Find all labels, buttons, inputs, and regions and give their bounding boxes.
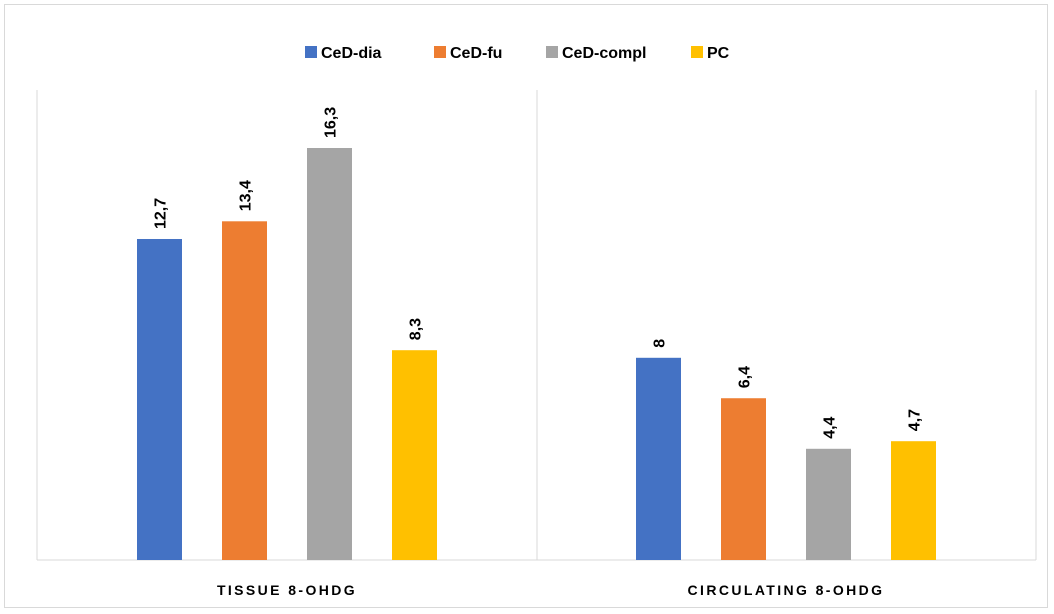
category-label-circulating-8-ohdg: CIRCULATING 8-OHDG (688, 582, 885, 598)
legend-label-ced-dia: CeD-dia (321, 45, 382, 62)
data-labels: 12,7 13,4 16,3 8,3 8 6,4 4,4 4,7 (153, 107, 924, 439)
bar-pc-circulating-8-ohdg (891, 441, 936, 560)
data-label-ced-fu-circulating-8-ohdg: 6,4 (737, 366, 754, 388)
bar-ced-compl-tissue-8-ohdg (307, 148, 352, 560)
category-label-tissue-8-ohdg: TISSUE 8-OHDG (217, 582, 357, 598)
data-label-pc-circulating-8-ohdg: 4,7 (907, 409, 924, 431)
bar-ced-dia-circulating-8-ohdg (636, 357, 681, 560)
bar-pc-tissue-8-ohdg (392, 350, 437, 560)
bar-ced-compl-circulating-8-ohdg (806, 448, 851, 560)
data-label-ced-dia-tissue-8-ohdg: 12,7 (153, 198, 170, 229)
legend-swatch-pc (691, 46, 703, 58)
legend: CeD-dia CeD-fu CeD-compl PC (305, 45, 730, 62)
data-label-pc-tissue-8-ohdg: 8,3 (408, 318, 425, 340)
legend-label-pc: PC (707, 45, 730, 62)
data-label-ced-compl-circulating-8-ohdg: 4,4 (822, 416, 839, 438)
axes (36, 90, 1037, 561)
legend-swatch-ced-dia (305, 46, 317, 58)
legend-swatch-ced-compl (546, 46, 558, 58)
legend-label-ced-fu: CeD-fu (450, 45, 502, 62)
bars (137, 148, 936, 561)
data-label-ced-compl-tissue-8-ohdg: 16,3 (323, 107, 340, 138)
legend-label-ced-compl: CeD-compl (562, 45, 646, 62)
bar-ced-fu-tissue-8-ohdg (222, 221, 267, 561)
category-labels: TISSUE 8-OHDG CIRCULATING 8-OHDG (217, 582, 885, 598)
bar-ced-fu-circulating-8-ohdg (721, 398, 766, 560)
data-label-ced-dia-circulating-8-ohdg: 8 (652, 339, 669, 348)
bar-ced-dia-tissue-8-ohdg (137, 238, 182, 560)
legend-swatch-ced-fu (434, 46, 446, 58)
data-label-ced-fu-tissue-8-ohdg: 13,4 (238, 180, 255, 211)
